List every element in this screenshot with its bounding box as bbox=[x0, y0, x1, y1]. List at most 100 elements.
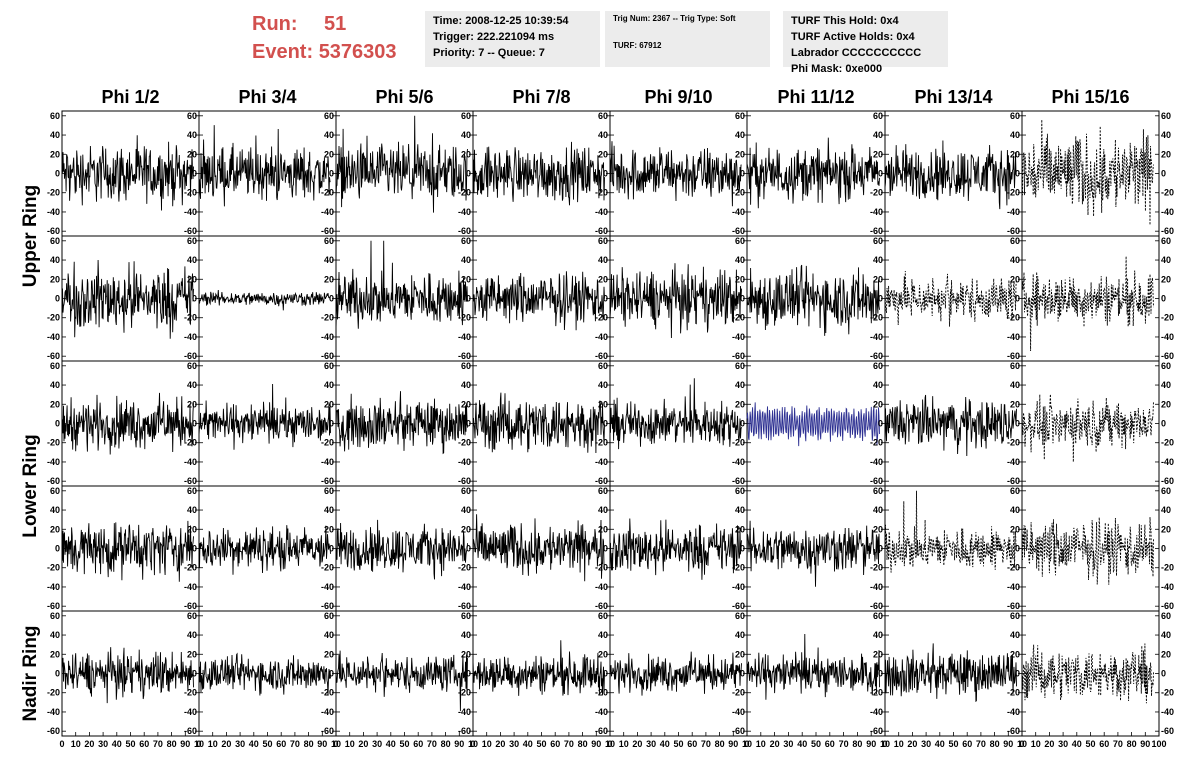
y-tick-label: -20 bbox=[458, 438, 471, 448]
x-tick-label: 30 bbox=[98, 739, 108, 749]
x-tick-label: 40 bbox=[386, 739, 396, 749]
y-tick-label: 60 bbox=[324, 611, 334, 621]
y-tick-label: 20 bbox=[873, 524, 883, 534]
y-tick-label: 20 bbox=[324, 524, 334, 534]
x-tick-label: 10 bbox=[742, 739, 752, 749]
y-tick-label: 40 bbox=[187, 130, 197, 140]
waveform-r1-c6 bbox=[746, 137, 880, 209]
x-tick-label: 90 bbox=[728, 739, 738, 749]
y-tick-label: -20 bbox=[1007, 688, 1020, 698]
trig-num-text: Trig Num: 2367 -- Trig Type: Soft bbox=[613, 14, 736, 23]
y-tick-label: 60 bbox=[50, 486, 60, 496]
x-tick-label: 60 bbox=[962, 739, 972, 749]
panel-frame-r1-c6 bbox=[746, 110, 886, 237]
y-tick-label: 20 bbox=[735, 524, 745, 534]
y-tick-label: 20 bbox=[735, 399, 745, 409]
x-tick-label: 60 bbox=[413, 739, 423, 749]
y-tick-label: -60 bbox=[1007, 476, 1020, 486]
y-tick-label: -40 bbox=[458, 332, 471, 342]
x-tick-label: 20 bbox=[907, 739, 917, 749]
y-tick-label: 40 bbox=[1161, 380, 1171, 390]
waveform-r5-c5 bbox=[609, 651, 742, 696]
y-tick-label: -20 bbox=[595, 563, 608, 573]
y-tick-label: 20 bbox=[1161, 274, 1171, 284]
y-tick-label: 0 bbox=[878, 169, 883, 179]
x-tick-label: 50 bbox=[1085, 739, 1095, 749]
y-tick-label: 0 bbox=[329, 419, 334, 429]
y-tick-label: -60 bbox=[595, 226, 608, 236]
waveform-r4-c5 bbox=[609, 518, 742, 580]
x-tick-label: 0 bbox=[607, 739, 612, 749]
ring-label-3: Nadir Ring bbox=[20, 625, 41, 721]
y-tick-label: -60 bbox=[1007, 351, 1020, 361]
y-tick-label: -40 bbox=[1161, 582, 1174, 592]
x-tick-label: 80 bbox=[441, 739, 451, 749]
y-tick-label: -40 bbox=[1007, 582, 1020, 592]
x-tick-label: 70 bbox=[701, 739, 711, 749]
waveform-r2-c2 bbox=[198, 289, 331, 311]
y-tick-label: 0 bbox=[329, 669, 334, 679]
waveform-r4-c3 bbox=[335, 519, 468, 580]
y-tick-label: -40 bbox=[732, 457, 745, 467]
x-tick-label: 40 bbox=[523, 739, 533, 749]
y-tick-label: 0 bbox=[1015, 169, 1020, 179]
y-tick-label: -40 bbox=[184, 457, 197, 467]
y-tick-label: -60 bbox=[184, 351, 197, 361]
y-tick-label: -40 bbox=[1161, 207, 1174, 217]
y-tick-label: -60 bbox=[1007, 601, 1020, 611]
x-tick-label: 70 bbox=[976, 739, 986, 749]
y-tick-label: -40 bbox=[458, 457, 471, 467]
y-tick-label: 0 bbox=[55, 669, 60, 679]
y-tick-label: 40 bbox=[598, 255, 608, 265]
y-tick-label: 20 bbox=[873, 399, 883, 409]
waveform-r5-c7 bbox=[884, 643, 1017, 703]
x-tick-label: 10 bbox=[1031, 739, 1041, 749]
x-tick-label: 20 bbox=[84, 739, 94, 749]
x-tick-label: 70 bbox=[290, 739, 300, 749]
y-tick-label: -60 bbox=[1161, 476, 1174, 486]
waveform-r3-c6 bbox=[746, 402, 880, 447]
y-tick-label: -40 bbox=[595, 457, 608, 467]
y-tick-label: 60 bbox=[598, 236, 608, 246]
y-tick-label: 0 bbox=[329, 544, 334, 554]
y-tick-label: -20 bbox=[47, 188, 60, 198]
y-tick-label: 40 bbox=[461, 630, 471, 640]
waveform-r5-c2 bbox=[198, 652, 331, 696]
waveform-r1-c7 bbox=[884, 140, 1017, 210]
y-tick-label: 20 bbox=[1010, 524, 1020, 534]
waveform-r1-c2 bbox=[198, 125, 331, 207]
y-tick-label: 20 bbox=[461, 399, 471, 409]
waveform-r5-c6 bbox=[746, 633, 880, 700]
y-tick-label: 40 bbox=[873, 380, 883, 390]
y-tick-label: -20 bbox=[184, 188, 197, 198]
y-tick-label: 40 bbox=[324, 630, 334, 640]
y-tick-label: -60 bbox=[321, 601, 334, 611]
y-tick-label: 0 bbox=[740, 169, 745, 179]
y-tick-label: -60 bbox=[1007, 226, 1020, 236]
y-tick-label: -20 bbox=[184, 438, 197, 448]
event-value: 5376303 bbox=[318, 41, 397, 63]
turf-info-box: TURF This Hold: 0x4 TURF Active Holds: 0… bbox=[783, 11, 948, 75]
x-tick-label: 80 bbox=[167, 739, 177, 749]
y-tick-label: 40 bbox=[735, 130, 745, 140]
waveform-r4-c7 bbox=[884, 490, 1017, 573]
y-tick-label: -60 bbox=[732, 726, 745, 736]
y-tick-label: -20 bbox=[1007, 563, 1020, 573]
x-tick-label: 20 bbox=[1044, 739, 1054, 749]
y-tick-label: 20 bbox=[50, 149, 60, 159]
waveform-r4-c1 bbox=[61, 520, 194, 582]
x-tick-label: 10 bbox=[331, 739, 341, 749]
x-tick-label: 90 bbox=[454, 739, 464, 749]
y-tick-label: -40 bbox=[1007, 332, 1020, 342]
y-tick-label: 20 bbox=[461, 524, 471, 534]
y-tick-label: 20 bbox=[873, 149, 883, 159]
y-tick-label: -60 bbox=[1161, 726, 1174, 736]
y-tick-label: 20 bbox=[598, 149, 608, 159]
y-tick-label: 20 bbox=[1010, 649, 1020, 659]
waveform-r2-c4 bbox=[472, 271, 605, 331]
y-tick-label: 20 bbox=[735, 274, 745, 284]
x-tick-label: 0 bbox=[744, 739, 749, 749]
y-tick-label: 40 bbox=[735, 380, 745, 390]
x-tick-label: 20 bbox=[358, 739, 368, 749]
x-tick-label: 30 bbox=[1058, 739, 1068, 749]
